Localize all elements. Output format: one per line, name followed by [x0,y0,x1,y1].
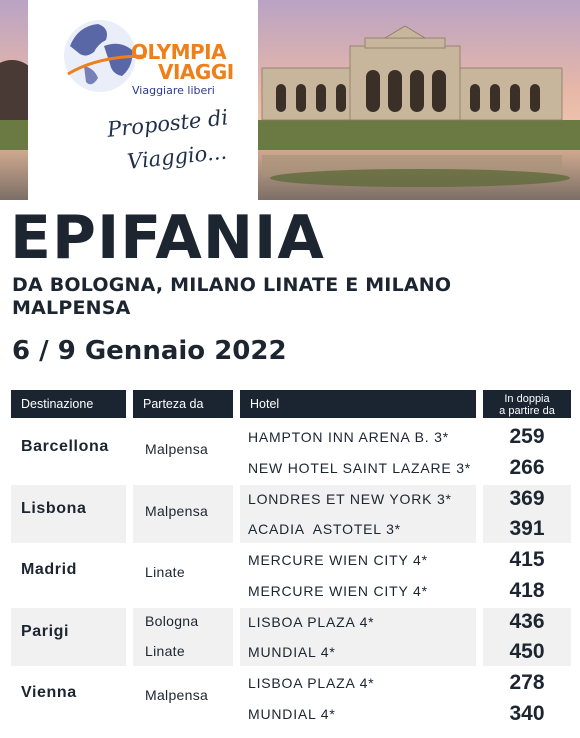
hotel-cell: MERCURE WIEN CITY 4* [248,582,428,599]
price-cell: 391 [509,517,545,540]
row-band [483,484,571,543]
row-band [240,607,476,666]
hotel-cell: ACADIA ASTOTEL 3* [248,521,401,537]
price-cell: 278 [509,671,545,694]
departure-cell: Malpensa [145,441,209,457]
departure-cell: Linate [145,564,185,580]
destination-cell: Vienna [21,684,77,701]
hero-banner: OLYMPIA VIAGGI Viaggiare liberi Proposte… [0,0,580,200]
header-destinazione: Destinazione [11,390,126,418]
hotel-cell: LISBOA PLAZA 4* [248,613,375,630]
row-band [133,607,233,666]
hotel-cell: LONDRES ET NEW YORK 3* [248,490,452,507]
price-cell: 415 [509,548,545,571]
hotel-cell: MERCURE WIEN CITY 4* [248,552,428,568]
page-title: EPIFANIA [10,203,325,273]
price-cell: 369 [509,486,545,510]
price-cell: 450 [509,640,545,663]
price-cell: 340 [509,701,545,725]
destination-cell: Madrid [21,561,78,578]
row-band [11,484,126,543]
travel-dates: 6 / 9 Gennaio 2022 [12,336,287,366]
hotel-cell: NEW HOTEL SAINT LAZARE 3* [248,459,472,476]
departure-cell: Malpensa [145,502,209,519]
departure-cell: Bologna [145,612,199,629]
row-band [483,607,571,666]
brand-name-line1: OLYMPIA [131,40,227,64]
header-prezzo-line1: In doppia [504,393,550,405]
header-prezzo: In doppia a partire da [483,390,571,418]
globe-logo-icon [64,20,147,92]
departure-cell: Linate [145,643,185,659]
header-partenza: Parteza da [133,390,233,418]
hotel-cell: LISBOA PLAZA 4* [248,675,375,691]
price-cell: 418 [509,578,545,602]
header-hotel: Hotel [240,390,476,418]
hotel-cell: MUNDIAL 4* [248,705,336,722]
row-band [11,607,126,666]
script-heading-line2: Viaggio... [126,139,228,174]
brand-name-line2: VIAGGI [158,60,234,84]
price-cell: 266 [509,455,545,479]
script-heading-line1: Proposte di [106,105,230,142]
destination-cell: Parigi [21,622,70,640]
hotel-cell: HAMPTON INN ARENA B. 3* [248,429,449,445]
row-band [133,484,233,543]
brand-tagline: Viaggiare liberi [132,84,215,97]
logo-panel: OLYMPIA VIAGGI Viaggiare liberi Proposte… [28,0,258,200]
hotel-cell: MUNDIAL 4* [248,644,336,660]
destination-cell: Lisbona [21,499,87,517]
price-cell: 436 [509,609,545,633]
departure-cell: Malpensa [145,687,209,703]
page-subtitle: DA BOLOGNA, MILANO LINATE E MILANO MALPE… [12,274,452,319]
header-prezzo-line2: a partire da [499,405,555,417]
row-band [240,484,476,543]
destination-cell: Barcellona [21,438,109,455]
price-cell: 259 [509,425,545,448]
